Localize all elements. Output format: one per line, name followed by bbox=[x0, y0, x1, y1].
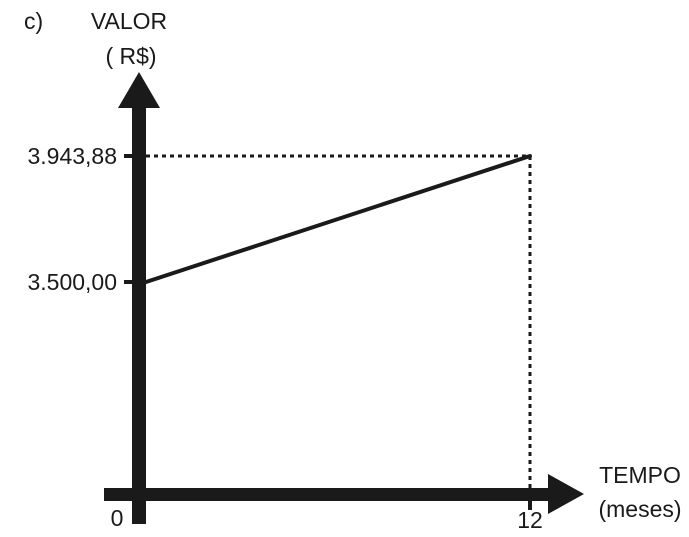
x-axis-arrow-icon bbox=[548, 474, 584, 514]
x-axis bbox=[104, 488, 552, 501]
series-line bbox=[144, 154, 532, 284]
x-axis-unit: (meses) bbox=[598, 496, 681, 522]
x-tick-label: 0 bbox=[111, 505, 124, 531]
y-axis-title: VALOR bbox=[91, 8, 167, 34]
x-axis-title: TEMPO bbox=[599, 462, 681, 488]
y-axis-unit: ( R$) bbox=[105, 43, 156, 69]
x-tick-label: 12 bbox=[517, 507, 543, 533]
y-axis bbox=[132, 104, 146, 524]
panel-label: c) bbox=[24, 8, 43, 34]
y-axis-arrow-icon bbox=[118, 72, 160, 108]
y-tick-label: 3.500,00 bbox=[27, 269, 117, 295]
y-tick-label: 3.943,88 bbox=[27, 143, 117, 169]
